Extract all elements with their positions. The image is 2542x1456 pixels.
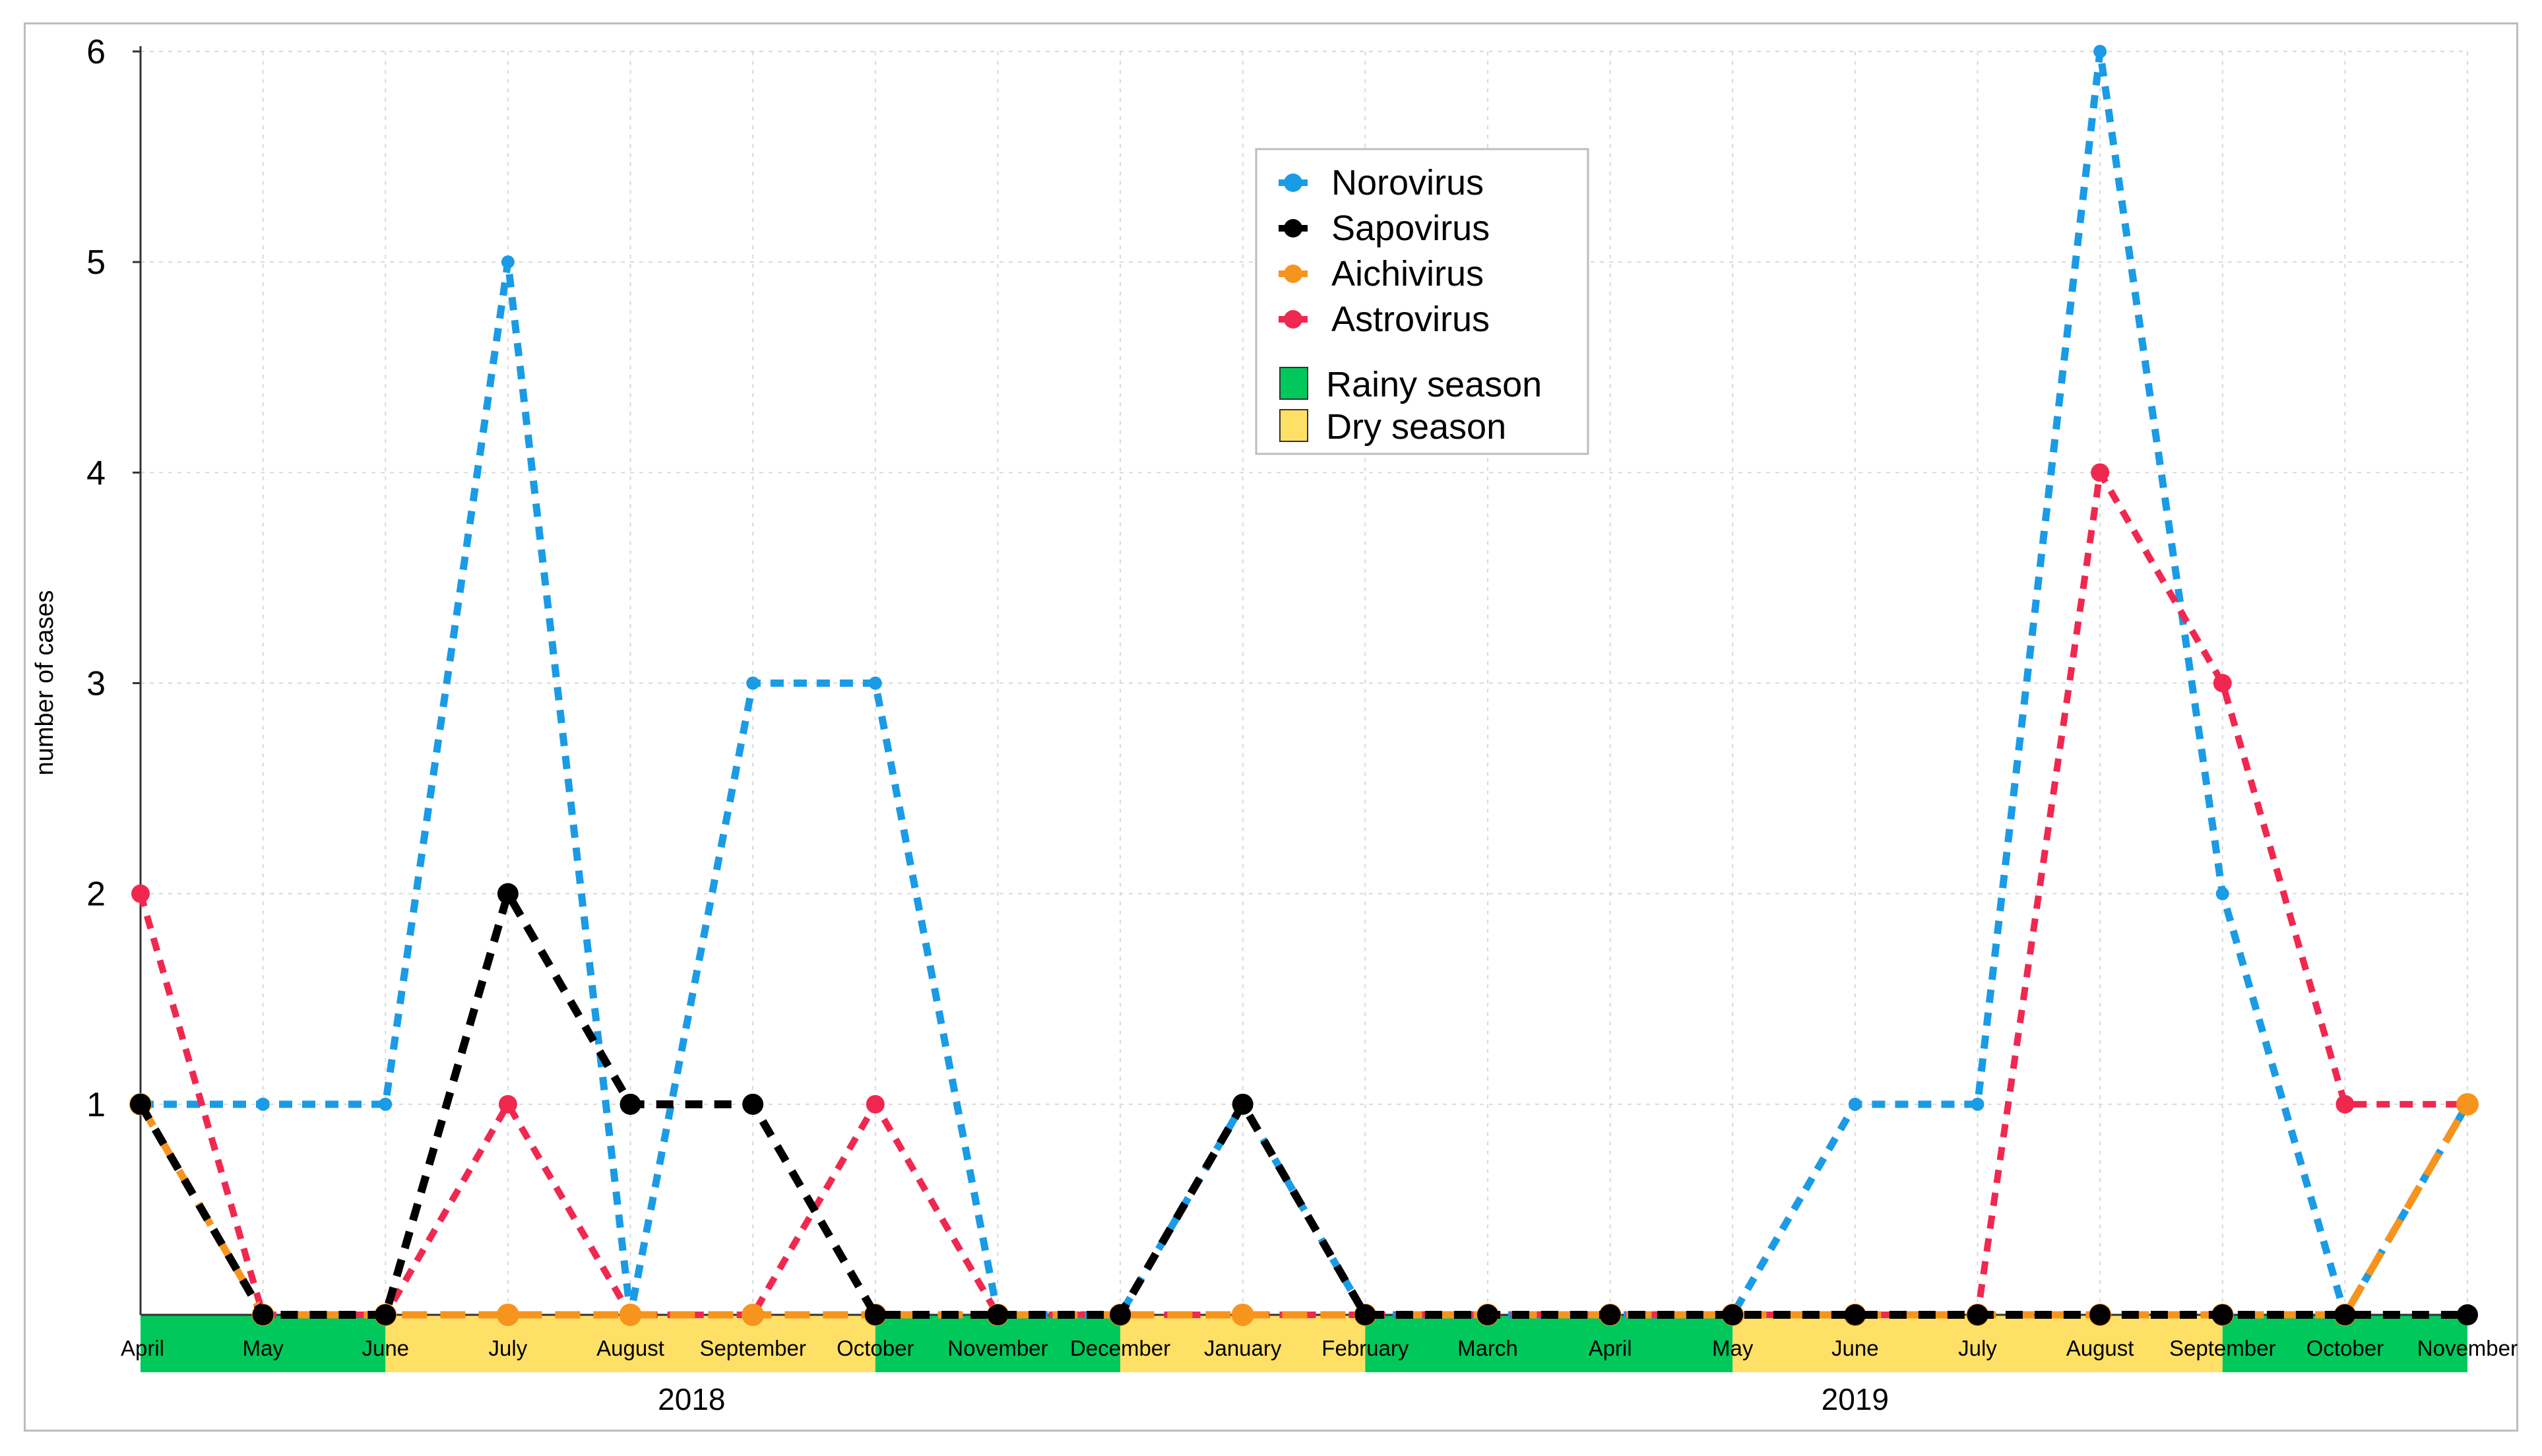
data-point-norovirus [379, 1097, 393, 1111]
data-point-aichivirus [1231, 1304, 1254, 1326]
data-point-norovirus [501, 255, 515, 269]
legend-swatch [1279, 367, 1308, 400]
data-point-sapovirus [864, 1304, 886, 1325]
legend-marker [1284, 265, 1302, 283]
x-tick-label: September [699, 1336, 806, 1360]
axis-labels: 1 2 3 4 5 6 April May June July August September Oct… [86, 33, 2518, 1416]
legend-item-aichivirus: Aichivirus [1279, 254, 1484, 294]
data-point-aichivirus [496, 1304, 519, 1326]
data-point-astrovirus [2335, 1094, 2355, 1114]
data-point-aichivirus [742, 1304, 765, 1326]
data-point-sapovirus [987, 1304, 1009, 1325]
legend-item-dry-season: Dry season [1279, 407, 1506, 447]
x-tick-label: June [362, 1336, 409, 1360]
legend-marker [1284, 219, 1302, 237]
legend-item-sapovirus: Sapovirus [1279, 208, 1490, 248]
data-point-sapovirus [497, 883, 519, 904]
legend-item-rainy-season: Rainy season [1279, 365, 1542, 404]
x-tick-label: July [489, 1336, 528, 1360]
series-line-norovirus [141, 47, 2471, 1319]
data-point-astrovirus [498, 1094, 517, 1114]
data-point-sapovirus [252, 1304, 274, 1325]
legend-label: Norovirus [1331, 163, 1484, 203]
data-point-aichivirus [2456, 1092, 2479, 1116]
data-point-sapovirus [2334, 1304, 2356, 1325]
y-tick-label: 6 [86, 33, 106, 71]
data-point-sapovirus [1967, 1304, 1988, 1325]
data-point-norovirus [868, 676, 882, 690]
data-point-astrovirus [2213, 674, 2232, 693]
season-bands [141, 1315, 2467, 1372]
x-tick-label: September [2169, 1336, 2275, 1360]
data-point-aichivirus [619, 1304, 642, 1326]
legend-label: Rainy season [1326, 365, 1542, 404]
x-tick-label: October [2306, 1336, 2384, 1360]
data-point-sapovirus [620, 1093, 641, 1115]
legend-box [1255, 148, 1589, 455]
legend-swatch [1279, 409, 1308, 442]
data-point-norovirus [1971, 1097, 1985, 1111]
x-tick-label: November [947, 1336, 1048, 1360]
x-tick-label: April [121, 1336, 164, 1360]
data-point-astrovirus [866, 1094, 885, 1114]
x-tick-label: March [1457, 1336, 1518, 1360]
x-tick-label: May [1712, 1336, 1754, 1360]
legend-marker [1284, 174, 1302, 192]
y-tick-label: 5 [86, 243, 106, 282]
data-point-astrovirus [2091, 463, 2110, 482]
series-line-aichivirus [137, 1102, 2471, 1319]
data-point-norovirus [2215, 887, 2229, 901]
data-point-sapovirus [742, 1093, 764, 1115]
x-tick-label: November [2417, 1336, 2518, 1360]
data-point-sapovirus [2457, 1304, 2478, 1325]
data-point-sapovirus [1354, 1304, 1376, 1325]
x-tick-label: January [1204, 1336, 1282, 1360]
data-point-sapovirus [1110, 1304, 1131, 1325]
data-point-sapovirus [1844, 1304, 1866, 1325]
legend-label: Sapovirus [1331, 208, 1490, 248]
legend-marker [1284, 310, 1302, 329]
x-tick-label: August [596, 1336, 664, 1360]
legend-label: Aichivirus [1331, 254, 1484, 294]
data-point-sapovirus [375, 1304, 397, 1325]
legend-item-norovirus: Norovirus [1279, 163, 1484, 203]
year-label: 2019 [1822, 1382, 1889, 1416]
year-label: 2018 [658, 1382, 725, 1416]
data-point-sapovirus [1722, 1304, 1744, 1325]
data-point-astrovirus [131, 884, 150, 903]
y-tick-label: 3 [86, 665, 106, 703]
x-tick-label: August [2066, 1336, 2134, 1360]
y-tick-label: 1 [86, 1086, 106, 1124]
series-sapovirus [130, 883, 2478, 1325]
data-point-norovirus [256, 1097, 270, 1111]
data-point-sapovirus [1232, 1093, 1254, 1115]
legend-label: Astrovirus [1331, 300, 1490, 339]
x-tick-label: October [837, 1336, 914, 1360]
x-tick-label: June [1831, 1336, 1879, 1360]
legend-label: Dry season [1326, 407, 1506, 447]
legend-item-astrovirus: Astrovirus [1279, 300, 1490, 339]
x-tick-label: April [1589, 1336, 1632, 1360]
chart-frame [24, 22, 2518, 1432]
y-tick-label: 2 [86, 875, 106, 914]
data-point-sapovirus [1599, 1304, 1621, 1325]
data-point-sapovirus [1477, 1304, 1498, 1325]
x-tick-label: February [1321, 1336, 1409, 1360]
series-lines [129, 45, 2479, 1326]
x-tick-label: December [1070, 1336, 1170, 1360]
y-axis-label: number of cases [31, 590, 59, 776]
data-point-sapovirus [2089, 1304, 2111, 1325]
series-line-sapovirus [137, 889, 2467, 1319]
data-point-norovirus [1848, 1097, 1862, 1111]
data-point-sapovirus [2211, 1304, 2233, 1325]
x-tick-label: May [242, 1336, 284, 1360]
x-tick-label: July [1958, 1336, 1997, 1360]
season-band-rainy-season [1365, 1315, 1733, 1372]
data-point-norovirus [746, 676, 760, 690]
data-point-sapovirus [130, 1093, 151, 1115]
data-point-norovirus [2093, 45, 2107, 58]
legend: Norovirus Sapovirus Aichivirus Astrovirus Ra… [1255, 148, 1589, 455]
y-tick-label: 4 [86, 454, 106, 492]
